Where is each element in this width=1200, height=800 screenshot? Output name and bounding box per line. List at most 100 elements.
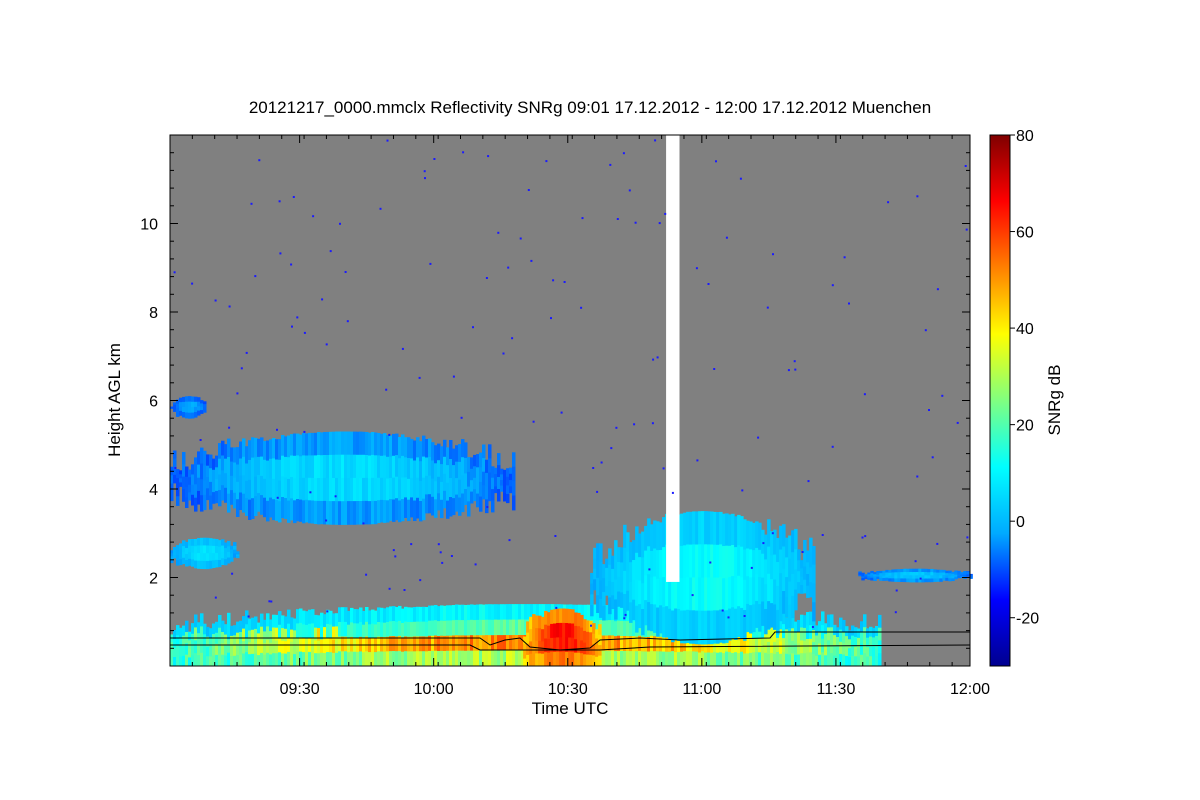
echo-cell — [737, 514, 741, 546]
echo-cell — [191, 655, 195, 667]
echo-cell — [903, 578, 907, 583]
echo-cell — [731, 576, 735, 608]
echo-cell — [257, 655, 261, 667]
colorbar-label: SNRg dB — [1045, 365, 1064, 436]
noise-speckle — [276, 496, 279, 499]
echo-cell — [281, 476, 285, 498]
echo-cell — [176, 655, 180, 667]
echo-cell — [269, 654, 273, 667]
echo-cell — [529, 641, 533, 655]
echo-cell — [413, 636, 417, 652]
echo-cell — [861, 572, 865, 575]
echo-cell — [185, 548, 189, 555]
noise-speckle — [254, 275, 257, 278]
noise-speckle — [936, 542, 939, 545]
echo-cell — [596, 560, 600, 579]
echo-cell — [586, 643, 590, 656]
echo-cell — [577, 639, 581, 654]
echo-cell — [701, 577, 705, 612]
echo-cell — [398, 635, 402, 652]
echo-cell — [215, 546, 219, 554]
echo-cell — [449, 459, 453, 479]
echo-cell — [602, 620, 606, 636]
echo-cell — [245, 463, 249, 482]
echo-cell — [371, 623, 375, 639]
echo-cell — [770, 579, 774, 604]
echo-cell — [206, 465, 210, 478]
echo-cell — [758, 652, 762, 667]
echo-cell — [275, 653, 279, 667]
echo-cell — [362, 652, 366, 667]
echo-cell — [686, 609, 690, 643]
noise-speckle — [964, 165, 967, 167]
echo-cell — [458, 444, 462, 463]
echo-cell — [446, 500, 450, 519]
echo-cell — [815, 625, 819, 637]
echo-cell — [467, 457, 471, 473]
echo-cell — [299, 651, 303, 667]
echo-cell — [314, 653, 318, 667]
echo-cell — [290, 455, 294, 478]
x-tick-label: 12:00 — [950, 681, 990, 698]
echo-cell — [482, 471, 486, 486]
echo-cell — [683, 651, 687, 667]
echo-cell — [761, 637, 765, 653]
echo-cell — [815, 655, 819, 667]
echo-cell — [209, 481, 213, 496]
echo-cell — [482, 444, 486, 459]
echo-cell — [326, 609, 330, 625]
echo-cell — [620, 636, 624, 652]
noise-speckle — [864, 535, 867, 538]
echo-cell — [857, 628, 861, 639]
echo-cell — [737, 653, 741, 667]
echo-cell — [449, 620, 453, 637]
echo-cell — [251, 477, 255, 499]
echo-cell — [398, 500, 402, 523]
echo-cell — [782, 638, 786, 653]
echo-cell — [359, 636, 363, 652]
echo-cell — [647, 602, 651, 631]
echo-cell — [900, 578, 904, 582]
echo-cell — [794, 643, 798, 656]
y-tick-label: 10 — [140, 217, 158, 234]
echo-cell — [197, 406, 201, 412]
noise-speckle — [410, 543, 413, 546]
echo-cell — [707, 639, 711, 653]
echo-cell — [389, 435, 393, 458]
noise-speckle — [519, 237, 522, 240]
echo-cell — [248, 630, 252, 643]
echo-cell — [230, 447, 234, 463]
echo-cell — [647, 518, 651, 547]
echo-cell — [553, 651, 557, 667]
echo-cell — [518, 604, 522, 621]
echo-cell — [350, 636, 354, 652]
echo-cell — [368, 478, 372, 502]
x-axis: 09:30 10:00 10:30 11:00 11:30 12:00 — [169, 135, 990, 698]
echo-cell — [323, 477, 327, 502]
echo-cell — [374, 455, 378, 479]
noise-speckle — [392, 549, 395, 552]
echo-cell — [532, 627, 536, 641]
echo-cell — [320, 432, 324, 456]
echo-cell — [353, 623, 357, 638]
echo-cell — [356, 431, 360, 456]
echo-cell — [553, 637, 557, 653]
echo-cell — [485, 459, 489, 474]
echo-cell — [683, 636, 687, 652]
echo-cell — [827, 653, 831, 667]
echo-cell — [404, 651, 408, 667]
echo-cell — [278, 501, 282, 523]
echo-cell — [404, 477, 408, 498]
echo-cell — [620, 621, 624, 637]
echo-cell — [933, 569, 937, 573]
echo-cell — [224, 458, 228, 474]
echo-cell — [476, 635, 480, 652]
noise-speckle — [887, 201, 890, 204]
echo-cell — [404, 636, 408, 652]
echo-cell — [257, 644, 261, 656]
cloud-base-line — [170, 631, 970, 651]
echo-cell — [173, 648, 177, 658]
echo-cell — [200, 652, 204, 667]
echo-cell — [296, 433, 300, 456]
echo-cell — [608, 635, 612, 652]
